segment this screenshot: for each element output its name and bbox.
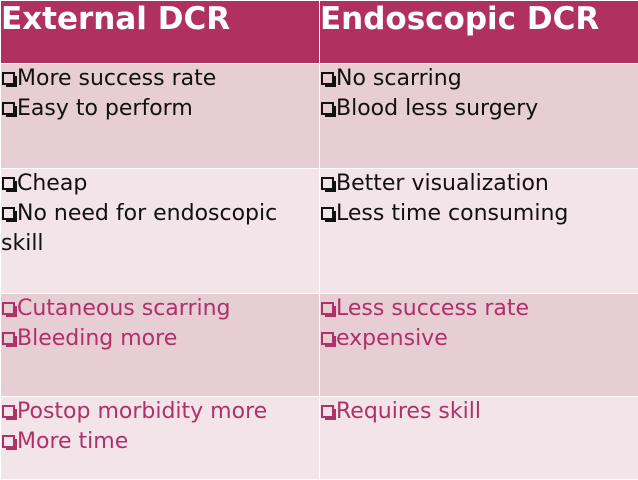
item-text: expensive <box>336 326 448 351</box>
checkbox-square-icon <box>2 102 15 115</box>
checkbox-square-icon <box>321 207 334 220</box>
list-item: Cheap <box>1 169 319 199</box>
list-item: No scarring <box>320 64 638 94</box>
cell-endoscopic: No scarring Blood less surgery <box>320 64 638 169</box>
header-external-dcr: External DCR <box>1 1 320 64</box>
list-item: Postop morbidity more <box>1 397 319 427</box>
item-text: Blood less surgery <box>336 96 538 121</box>
checkbox-square-icon <box>2 177 15 190</box>
header-row: External DCR Endoscopic DCR <box>1 1 638 64</box>
checkbox-square-icon <box>2 405 15 418</box>
item-text: Less success rate <box>336 296 529 321</box>
checkbox-square-icon <box>321 72 334 85</box>
header-endoscopic-dcr: Endoscopic DCR <box>320 1 638 64</box>
list-item: Cutaneous scarring <box>1 294 319 324</box>
checkbox-square-icon <box>2 332 15 345</box>
list-item: More success rate <box>1 64 319 94</box>
item-text: More success rate <box>17 66 216 91</box>
item-text: Easy to perform <box>17 96 193 121</box>
item-text: More time <box>17 429 128 454</box>
cell-endoscopic: Less success rate expensive <box>320 294 638 397</box>
item-text: No scarring <box>336 66 462 91</box>
list-item: Easy to perform <box>1 94 319 124</box>
list-item: More time <box>1 427 319 457</box>
checkbox-square-icon <box>2 435 15 448</box>
table-row: More success rate Easy to perform No sca… <box>1 64 638 169</box>
list-item: No need for endoscopic skill <box>1 199 319 259</box>
item-text: Cheap <box>17 171 87 196</box>
item-text: Cutaneous scarring <box>17 296 231 321</box>
cell-external: Cutaneous scarring Bleeding more <box>1 294 320 397</box>
item-text: No need for endoscopic skill <box>1 201 277 256</box>
table-row: Cutaneous scarring Bleeding more Less su… <box>1 294 638 397</box>
item-text: Better visualization <box>336 171 549 196</box>
table-row: Cheap No need for endoscopic skill Bette… <box>1 169 638 294</box>
item-text: Postop morbidity more <box>17 399 267 424</box>
list-item: Blood less surgery <box>320 94 638 124</box>
checkbox-square-icon <box>2 207 15 220</box>
table-row: Postop morbidity more More time Requires… <box>1 397 638 480</box>
cell-endoscopic: Better visualization Less time consuming <box>320 169 638 294</box>
checkbox-square-icon <box>321 405 334 418</box>
cell-external: Postop morbidity more More time <box>1 397 320 480</box>
checkbox-square-icon <box>321 332 334 345</box>
cell-endoscopic: Requires skill <box>320 397 638 480</box>
list-item: Less time consuming <box>320 199 638 229</box>
cell-external: Cheap No need for endoscopic skill <box>1 169 320 294</box>
list-item: Bleeding more <box>1 324 319 354</box>
cell-external: More success rate Easy to perform <box>1 64 320 169</box>
checkbox-square-icon <box>321 302 334 315</box>
list-item: Less success rate <box>320 294 638 324</box>
item-text: Less time consuming <box>336 201 568 226</box>
list-item: expensive <box>320 324 638 354</box>
checkbox-square-icon <box>2 302 15 315</box>
checkbox-square-icon <box>321 102 334 115</box>
item-text: Bleeding more <box>17 326 177 351</box>
list-item: Requires skill <box>320 397 638 427</box>
checkbox-square-icon <box>2 72 15 85</box>
checkbox-square-icon <box>321 177 334 190</box>
list-item: Better visualization <box>320 169 638 199</box>
item-text: Requires skill <box>336 399 481 424</box>
